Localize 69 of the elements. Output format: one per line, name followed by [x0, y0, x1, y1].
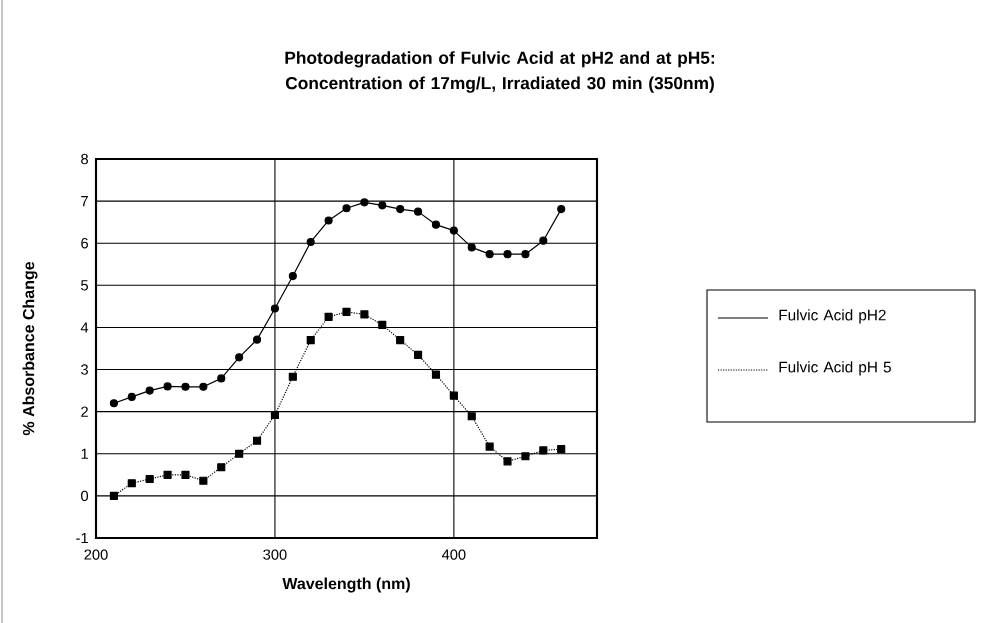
point — [324, 216, 333, 225]
point — [431, 220, 441, 229]
y-tick-label: 0 — [81, 490, 89, 502]
point — [414, 350, 423, 359]
point — [360, 310, 369, 319]
point — [270, 304, 279, 313]
point — [181, 382, 190, 391]
y-tick-label: 6 — [81, 238, 88, 249]
point — [449, 226, 458, 235]
point — [252, 335, 262, 344]
point — [163, 470, 172, 479]
point — [217, 374, 226, 383]
y-tick-label: 1 — [81, 448, 88, 459]
point — [521, 452, 530, 461]
point — [360, 198, 369, 207]
point — [378, 201, 387, 210]
point — [396, 205, 405, 214]
y-tick-label: 8 — [81, 153, 88, 165]
y-tick-label: 5 — [81, 280, 88, 291]
point — [521, 250, 530, 259]
y-axis-title: % Absorbance Change — [22, 261, 38, 436]
x-axis-title: Wavelength (nm) — [282, 577, 410, 593]
point — [324, 312, 333, 321]
point — [252, 436, 262, 445]
point — [217, 463, 226, 472]
point — [342, 307, 351, 316]
point — [306, 237, 315, 247]
point — [127, 479, 136, 488]
y-tick-label: -1 — [76, 532, 88, 544]
point — [503, 250, 512, 259]
point — [378, 320, 387, 329]
point — [145, 474, 154, 484]
point — [163, 382, 172, 391]
y-tick-label: 7 — [81, 196, 88, 207]
point — [199, 476, 208, 485]
legend-label: Fulvic Acid pH2 — [779, 309, 886, 324]
point — [431, 370, 441, 379]
point — [181, 470, 190, 479]
point — [109, 491, 118, 500]
point — [199, 382, 208, 391]
point — [557, 205, 566, 214]
point — [235, 449, 244, 458]
point — [467, 412, 476, 421]
point — [539, 446, 548, 455]
point — [467, 243, 476, 252]
y-tick-label: 4 — [80, 322, 89, 333]
point — [342, 204, 351, 213]
point — [485, 442, 494, 451]
legend-label: Fulvic Acid pH 5 — [779, 361, 891, 376]
y-tick-label: 3 — [81, 364, 88, 375]
x-tick-label: 200 — [84, 549, 108, 560]
x-tick-label: 400 — [441, 549, 466, 560]
point — [127, 392, 136, 401]
point — [288, 372, 297, 381]
point — [449, 391, 458, 400]
point — [414, 207, 423, 216]
point — [539, 236, 548, 245]
point — [396, 336, 405, 345]
chart-title: Photodegradation of Fulvic Acid at pH2 and at pH5: Concentration of 17mg/L, Irradiated 30 min (350nm) — [285, 51, 715, 93]
point — [235, 353, 244, 362]
x-tick-label: 300 — [263, 549, 287, 560]
point — [503, 457, 512, 466]
point — [485, 250, 494, 259]
point — [557, 445, 566, 454]
point — [288, 271, 297, 281]
y-tick-label: 2 — [81, 406, 88, 417]
point — [109, 399, 118, 408]
point — [145, 386, 154, 395]
point — [306, 336, 315, 345]
